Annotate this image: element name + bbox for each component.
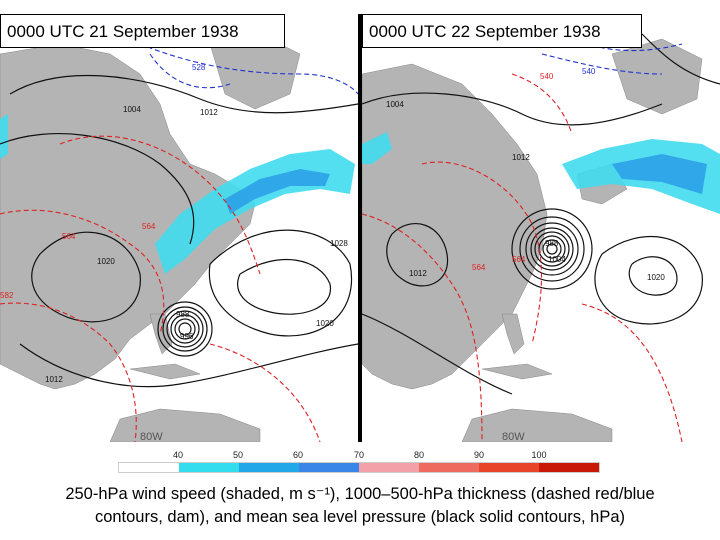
caption-line-1: 250-hPa wind speed (shaded, m s⁻¹), 1000…: [65, 485, 655, 503]
thickness-contours-right: [362, 33, 683, 442]
pressure-label: 1020: [316, 319, 334, 328]
pressure-label: 1012: [409, 269, 427, 278]
land-south-america: [461, 408, 613, 442]
panel-title-right: 0000 UTC 22 September 1938: [362, 14, 642, 48]
map-panel-right: 1004 1012 1012 988 1004 1020 540 540 564…: [362, 14, 720, 442]
colorbar-swatches: [118, 462, 600, 473]
pressure-label: 1004: [548, 255, 566, 264]
colorbar-ticks: 40 50 60 70 80 90 100: [118, 448, 603, 461]
colorbar-swatch: [119, 463, 179, 472]
longitude-label: 80W: [140, 431, 163, 442]
colorbar-swatch: [179, 463, 239, 472]
thickness-label: 564: [62, 232, 76, 241]
pressure-label: 996: [180, 332, 194, 341]
thickness-label: 564: [512, 255, 526, 264]
colorbar-tick-label: 40: [172, 450, 184, 460]
pressure-label: 1020: [97, 257, 115, 266]
map-panel-left: 1004 1012 1020 1028 1020 1012 988 996 52…: [0, 14, 358, 442]
jet-core-shading: [225, 169, 330, 214]
colorbar-swatch: [539, 463, 599, 472]
pressure-label: 1004: [123, 105, 141, 114]
colorbar-swatch: [479, 463, 539, 472]
land-florida: [501, 313, 525, 355]
thickness-label: 540: [582, 67, 596, 76]
land-south-america: [109, 408, 261, 442]
colorbar-tick-label: 90: [473, 450, 485, 460]
pressure-label: 1012: [45, 375, 63, 384]
jet-stream-shading-west: [362, 132, 392, 164]
pressure-label: 988: [176, 310, 190, 319]
thickness-contours-left: [0, 43, 358, 442]
panel-divider: [358, 14, 362, 442]
thickness-label: 582: [0, 291, 14, 300]
thickness-label: 564: [142, 222, 156, 231]
thickness-label: 528: [192, 63, 206, 72]
pressure-label: 1012: [200, 108, 218, 117]
pressure-label: 1004: [386, 100, 404, 109]
colorbar-tick-label: 80: [413, 450, 425, 460]
pressure-label: 1028: [330, 239, 348, 248]
colorbar-tick-label: 100: [531, 450, 547, 460]
land-cuba: [129, 363, 201, 380]
colorbar-swatch: [299, 463, 359, 472]
jet-core-shading: [612, 154, 707, 194]
colorbar-swatch: [419, 463, 479, 472]
colorbar-tick-label: 50: [232, 450, 244, 460]
land-cuba: [481, 363, 553, 380]
figure-caption: 250-hPa wind speed (shaded, m s⁻¹), 1000…: [0, 483, 720, 529]
colorbar-swatch: [359, 463, 419, 472]
jet-stream-shading-west: [0, 114, 8, 159]
colorbar-tick-label: 60: [292, 450, 304, 460]
pressure-label: 988: [545, 239, 559, 248]
thickness-label: 564: [472, 263, 486, 272]
land-north-america: [0, 43, 256, 390]
colorbar-swatch: [239, 463, 299, 472]
pressure-label: 1020: [647, 273, 665, 282]
pressure-contours-right: [362, 33, 720, 395]
map-right-svg: 1004 1012 1012 988 1004 1020 540 540 564…: [362, 33, 720, 442]
longitude-label: 80W: [502, 431, 525, 442]
land-florida: [149, 313, 173, 355]
caption-line-2: contours, dam), and mean sea level press…: [94, 508, 626, 526]
panel-title-left: 0000 UTC 21 September 1938: [0, 14, 285, 48]
pressure-contours-left: [0, 74, 358, 388]
thickness-label: 540: [540, 72, 554, 81]
pressure-label: 1012: [512, 153, 530, 162]
colorbar-tick-label: 70: [353, 450, 365, 460]
colorbar: 40 50 60 70 80 90 100: [118, 448, 603, 478]
land-greenland: [611, 38, 703, 115]
map-left-svg: 1004 1012 1020 1028 1020 1012 988 996 52…: [0, 33, 358, 442]
land-north-america: [362, 63, 548, 390]
